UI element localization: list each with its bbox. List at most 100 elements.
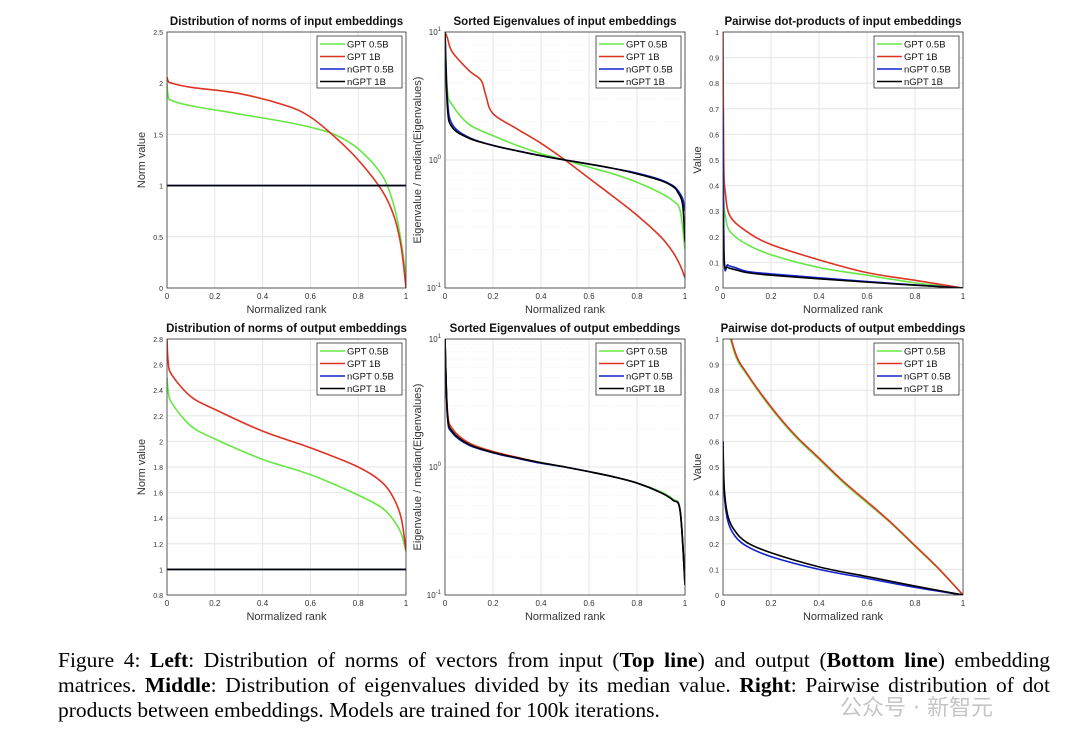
y-tick-label: 2 bbox=[159, 81, 163, 88]
chart-panel-6: 0 0.2 0.4 0.6 0.8 1 0 0.1 0.2 0.3 0.4 0.5 0.6 0.7 0.8 0… bbox=[692, 323, 966, 623]
caption-segment: Middle bbox=[144, 673, 211, 697]
legend-label: nGPT 0.5B bbox=[904, 372, 951, 383]
caption-segment: Figure 4: bbox=[58, 648, 151, 672]
legend-label: GPT 0.5B bbox=[626, 40, 668, 51]
y-tick-label: 101 bbox=[429, 334, 442, 344]
watermark: 公众号 · 新智元 bbox=[840, 696, 993, 721]
y-tick-label: 1 bbox=[159, 567, 163, 574]
caption-segment: : Pairwise distribution of dot products … bbox=[58, 673, 1050, 722]
chart-panel-2: 0 0.2 0.4 0.6 0.8 1 10-1 100 101 Sorted Eigenvalu… bbox=[412, 16, 688, 316]
y-tick-label: 0.2 bbox=[709, 542, 719, 549]
y-tick-label: 0.9 bbox=[709, 56, 719, 63]
chart-title: Sorted Eigenvalues of input embeddings bbox=[454, 16, 677, 28]
legend-label: nGPT 1B bbox=[626, 77, 665, 88]
chart-panel-4: 0 0.2 0.4 0.6 0.8 1 0.8 1 1.2 1.4 1.6 1.8 2 2.2 2.4 2.6… bbox=[136, 323, 409, 623]
chart-title: Pairwise dot-products of output embeddin… bbox=[721, 323, 966, 335]
x-tick-label: 0.8 bbox=[631, 599, 643, 608]
y-tick-label: 0.4 bbox=[709, 184, 719, 191]
x-tick-label: 0.2 bbox=[765, 292, 777, 301]
x-tick-label: 0.8 bbox=[353, 599, 365, 608]
legend-label: nGPT 0.5B bbox=[904, 65, 951, 76]
x-tick-label: 0.2 bbox=[487, 292, 499, 301]
series-line-ngpt-1b bbox=[723, 211, 963, 288]
series-line-gpt-0-5b bbox=[167, 83, 406, 278]
y-tick-label: 100 bbox=[429, 155, 442, 165]
y-tick-label: 100 bbox=[429, 462, 442, 472]
x-tick-label: 0.4 bbox=[257, 599, 269, 608]
y-tick-label: 0.7 bbox=[709, 414, 719, 421]
series-line-gpt-1b bbox=[167, 339, 406, 551]
y-axis-label: Norm value bbox=[136, 132, 148, 188]
y-tick-label: 101 bbox=[429, 27, 442, 37]
caption-segment: Top line bbox=[619, 648, 698, 672]
series-line-gpt-0-5b bbox=[167, 377, 406, 552]
axes-frame bbox=[722, 338, 964, 596]
x-tick-label: 0.6 bbox=[861, 292, 873, 301]
x-tick-label: 1 bbox=[404, 599, 409, 608]
x-tick-label: 0 bbox=[165, 599, 170, 608]
y-tick-label: 2.2 bbox=[153, 414, 163, 421]
y-tick-label: 0 bbox=[715, 286, 719, 293]
y-tick-label: 1.4 bbox=[153, 516, 163, 523]
y-tick-label: 0.7 bbox=[709, 107, 719, 114]
legend-label: nGPT 1B bbox=[347, 77, 386, 88]
x-tick-label: 1 bbox=[683, 599, 688, 608]
x-tick-label: 0.6 bbox=[583, 599, 595, 608]
y-axis-label: Value bbox=[692, 453, 704, 480]
figure-caption: Figure 4: Left: Distribution of norms of… bbox=[58, 648, 1050, 723]
series-line-gpt-1b bbox=[730, 339, 963, 595]
x-tick-label: 0.4 bbox=[257, 292, 269, 301]
legend-label: GPT 1B bbox=[626, 52, 660, 63]
legend-label: nGPT 0.5B bbox=[347, 65, 394, 76]
y-tick-label: 2.5 bbox=[153, 30, 163, 37]
legend-label: nGPT 0.5B bbox=[626, 65, 673, 76]
x-tick-label: 0.6 bbox=[583, 292, 595, 301]
y-axis-label: Norm value bbox=[136, 439, 148, 495]
y-tick-label: 0.6 bbox=[709, 132, 719, 139]
y-tick-label: 1.6 bbox=[153, 491, 163, 498]
y-tick-label: 0 bbox=[715, 593, 719, 600]
caption-segment: : Distribution of norms of vectors from … bbox=[188, 648, 620, 672]
series-line-ngpt-0-5b bbox=[723, 441, 963, 595]
y-tick-label: 0 bbox=[159, 286, 163, 293]
x-tick-label: 1 bbox=[404, 292, 409, 301]
y-tick-label: 2.6 bbox=[153, 363, 163, 370]
y-tick-label: 0.4 bbox=[709, 491, 719, 498]
series-line-ngpt-1b bbox=[723, 441, 963, 595]
y-tick-label: 10-1 bbox=[427, 283, 442, 293]
x-axis-label: Normalized rank bbox=[803, 304, 884, 316]
x-tick-label: 1 bbox=[961, 599, 966, 608]
y-tick-label: 0.5 bbox=[709, 465, 719, 472]
x-tick-label: 0.8 bbox=[909, 292, 921, 301]
axes-frame bbox=[722, 31, 964, 289]
chart-panel-1: 0 0.2 0.4 0.6 0.8 1 0 0.5 1 1.5 2 2.5 Distribution o… bbox=[136, 16, 409, 316]
legend-label: nGPT 1B bbox=[626, 384, 665, 395]
x-tick-label: 0.6 bbox=[305, 599, 317, 608]
y-tick-label: 1.8 bbox=[153, 465, 163, 472]
x-tick-label: 0.4 bbox=[813, 292, 825, 301]
y-tick-label: 2 bbox=[159, 439, 163, 446]
legend-label: nGPT 0.5B bbox=[626, 372, 673, 383]
legend-label: nGPT 1B bbox=[347, 384, 386, 395]
y-tick-label: 2.4 bbox=[153, 388, 163, 395]
legend-label: GPT 0.5B bbox=[904, 347, 946, 358]
x-tick-label: 0.2 bbox=[765, 599, 777, 608]
x-tick-label: 0.4 bbox=[535, 292, 547, 301]
y-tick-label: 0.3 bbox=[709, 209, 719, 216]
x-axis-label: Normalized rank bbox=[803, 611, 884, 623]
axes-frame bbox=[444, 338, 686, 596]
x-axis-label: Normalized rank bbox=[525, 611, 606, 623]
y-axis-label: Eigenvalue / median(Eigenvalues) bbox=[412, 384, 424, 551]
caption-segment: Bottom line bbox=[826, 648, 938, 672]
legend-label: GPT 0.5B bbox=[904, 40, 946, 51]
x-tick-label: 0 bbox=[443, 599, 448, 608]
chart-title: Distribution of norms of input embedding… bbox=[170, 16, 403, 28]
axes-frame bbox=[444, 31, 686, 289]
y-axis-label: Value bbox=[692, 146, 704, 173]
y-tick-label: 0.8 bbox=[709, 388, 719, 395]
x-tick-label: 0.4 bbox=[813, 599, 825, 608]
y-tick-label: 0.1 bbox=[709, 567, 719, 574]
